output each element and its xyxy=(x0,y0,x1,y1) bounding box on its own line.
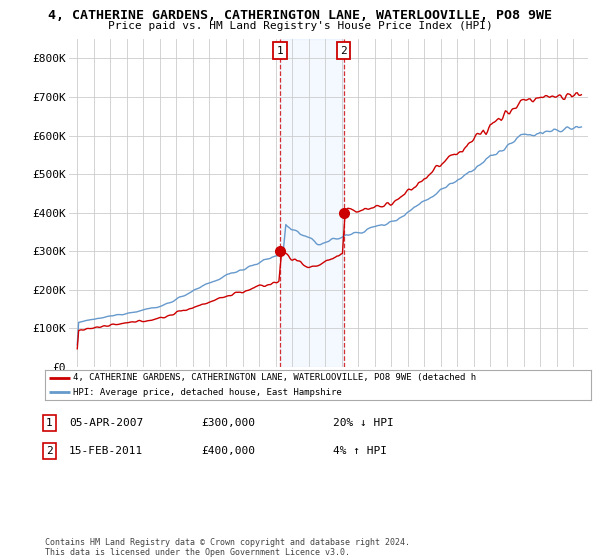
Text: 4, CATHERINE GARDENS, CATHERINGTON LANE, WATERLOOVILLE, PO8 9WE (detached h: 4, CATHERINE GARDENS, CATHERINGTON LANE,… xyxy=(73,374,476,382)
Text: Contains HM Land Registry data © Crown copyright and database right 2024.
This d: Contains HM Land Registry data © Crown c… xyxy=(45,538,410,557)
Text: 4% ↑ HPI: 4% ↑ HPI xyxy=(333,446,387,456)
Text: £400,000: £400,000 xyxy=(201,446,255,456)
Text: 05-APR-2007: 05-APR-2007 xyxy=(69,418,143,428)
Text: 1: 1 xyxy=(277,46,283,56)
Text: 2: 2 xyxy=(340,46,347,56)
Text: HPI: Average price, detached house, East Hampshire: HPI: Average price, detached house, East… xyxy=(73,388,342,396)
Bar xyxy=(280,39,344,367)
Text: 4, CATHERINE GARDENS, CATHERINGTON LANE, WATERLOOVILLE, PO8 9WE: 4, CATHERINE GARDENS, CATHERINGTON LANE,… xyxy=(48,9,552,22)
Text: 15-FEB-2011: 15-FEB-2011 xyxy=(69,446,143,456)
Text: 1: 1 xyxy=(46,418,53,428)
Text: Price paid vs. HM Land Registry's House Price Index (HPI): Price paid vs. HM Land Registry's House … xyxy=(107,21,493,31)
Text: £300,000: £300,000 xyxy=(201,418,255,428)
Text: 20% ↓ HPI: 20% ↓ HPI xyxy=(333,418,394,428)
Text: 2: 2 xyxy=(46,446,53,456)
